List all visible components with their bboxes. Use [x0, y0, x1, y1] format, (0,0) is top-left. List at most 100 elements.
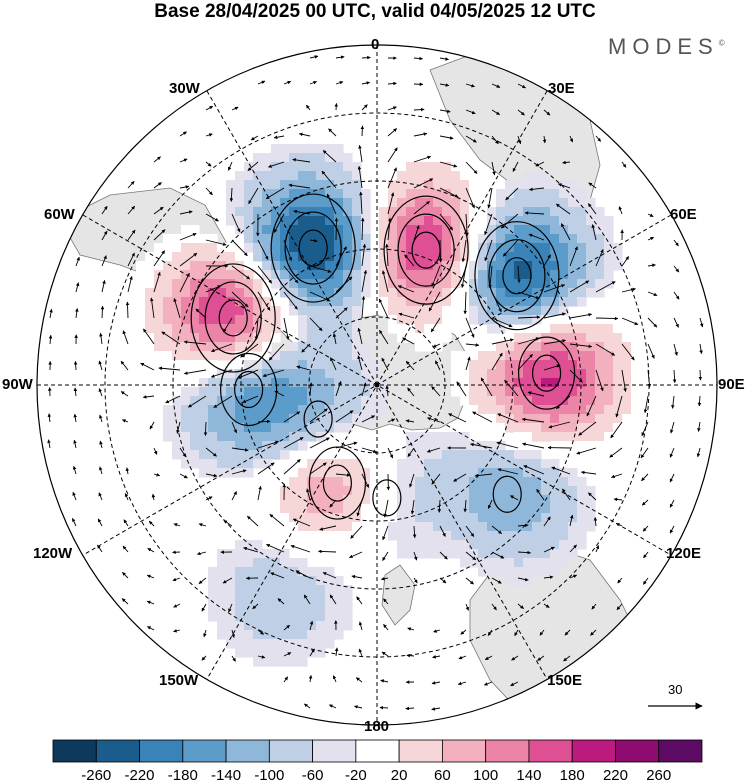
anomaly-cell [451, 261, 461, 271]
anomaly-cell [343, 243, 353, 253]
anomaly-cell [361, 198, 371, 208]
colorbar-swatch [485, 739, 530, 763]
anomaly-cell [253, 567, 263, 577]
wind-vector [543, 254, 551, 267]
anomaly-cell [568, 495, 578, 505]
colorbar-tick-label: -140 [211, 767, 241, 783]
wind-vector [97, 518, 103, 527]
anomaly-cell [433, 477, 443, 487]
anomaly-cell [478, 306, 488, 316]
anomaly-cell [523, 414, 533, 424]
anomaly-cell [496, 540, 506, 550]
wind-vector [543, 603, 550, 608]
anomaly-cell [406, 207, 416, 217]
wind-vector [387, 81, 397, 86]
anomaly-cell [325, 531, 335, 541]
anomaly-cell [271, 243, 281, 253]
anomaly-cell [532, 279, 542, 289]
anomaly-cell [523, 558, 533, 568]
anomaly-cell [262, 171, 272, 181]
wind-vector [124, 493, 129, 501]
anomaly-cell [352, 378, 362, 388]
wind-vector [555, 395, 571, 410]
anomaly-cell [505, 243, 515, 253]
anomaly-cell [352, 450, 362, 460]
anomaly-cell [478, 459, 488, 469]
anomaly-cell [496, 270, 506, 280]
anomaly-cell [559, 432, 569, 442]
wind-vector [432, 655, 441, 659]
anomaly-cell [568, 216, 578, 226]
anomaly-cell [280, 360, 290, 370]
wind-vector [453, 473, 467, 482]
anomaly-cell [307, 621, 317, 631]
anomaly-cell [334, 333, 344, 343]
anomaly-cell [577, 396, 587, 406]
anomaly-cell [316, 648, 326, 658]
anomaly-cell [415, 513, 425, 523]
wind-vector [349, 551, 363, 559]
anomaly-cell [343, 315, 353, 325]
anomaly-cell [172, 414, 182, 424]
anomaly-cell [298, 360, 308, 370]
anomaly-cell [325, 306, 335, 316]
colorbar-tick-label: -100 [254, 767, 284, 783]
anomaly-cell [622, 414, 632, 424]
anomaly-cell [559, 306, 569, 316]
anomaly-cell [307, 639, 317, 649]
anomaly-cell [298, 432, 308, 442]
anomaly-cell [613, 396, 623, 406]
wind-vector [387, 147, 398, 163]
anomaly-cell [271, 621, 281, 631]
anomaly-cell [298, 513, 308, 523]
anomaly-cell [604, 441, 614, 451]
anomaly-cell [334, 603, 344, 613]
anomaly-cell [280, 225, 290, 235]
anomaly-cell [595, 333, 605, 343]
anomaly-cell [379, 234, 389, 244]
anomaly-cell [568, 414, 578, 424]
anomaly-cell [280, 441, 290, 451]
anomaly-cell [271, 306, 281, 316]
anomaly-cell [388, 198, 398, 208]
anomaly-cell [478, 297, 488, 307]
anomaly-cell [406, 522, 416, 532]
wind-vector [383, 598, 389, 605]
anomaly-cell [226, 279, 236, 289]
anomaly-cell [307, 351, 317, 361]
anomaly-cell [271, 153, 281, 163]
wind-vector [387, 447, 394, 459]
anomaly-cell [532, 477, 542, 487]
anomaly-cell [433, 513, 443, 523]
wind-vector [198, 577, 207, 585]
wind-vector [521, 417, 545, 423]
anomaly-cell [613, 360, 623, 370]
wind-vector [569, 574, 578, 579]
anomaly-cell [424, 279, 434, 289]
anomaly-cell [586, 225, 596, 235]
anomaly-cell [145, 324, 155, 334]
anomaly-cell [559, 369, 569, 379]
anomaly-cell [343, 459, 353, 469]
anomaly-cell [271, 648, 281, 658]
anomaly-cell [262, 459, 272, 469]
anomaly-cell [271, 180, 281, 190]
wind-vector [439, 525, 446, 537]
anomaly-cell [244, 243, 254, 253]
anomaly-cell [442, 162, 452, 172]
anomaly-cell [145, 279, 155, 289]
anomaly-cell [136, 342, 146, 352]
anomaly-cell [361, 288, 371, 298]
anomaly-cell [316, 207, 326, 217]
anomaly-cell [271, 405, 281, 415]
anomaly-cell [163, 351, 173, 361]
anomaly-cell [577, 360, 587, 370]
anomaly-cell [433, 180, 443, 190]
anomaly-cell [226, 621, 236, 631]
anomaly-cell [424, 441, 434, 451]
anomaly-cell [199, 432, 209, 442]
colorbar-swatch [139, 739, 184, 763]
wind-vector [434, 360, 441, 371]
anomaly-cell [190, 315, 200, 325]
wind-vector [335, 276, 353, 293]
